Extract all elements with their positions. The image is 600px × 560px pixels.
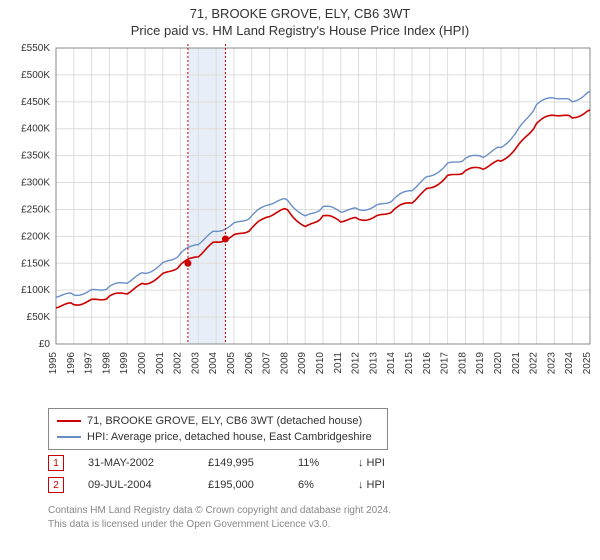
transaction-dir: ↓ HPI (358, 457, 438, 469)
transaction-marker: 1 (48, 455, 64, 471)
svg-text:£150K: £150K (21, 258, 50, 269)
legend-item: HPI: Average price, detached house, East… (57, 429, 379, 445)
svg-text:2016: 2016 (422, 352, 433, 375)
svg-text:2003: 2003 (190, 352, 201, 375)
legend: 71, BROOKE GROVE, ELY, CB6 3WT (detached… (48, 408, 388, 450)
svg-text:1995: 1995 (48, 352, 59, 375)
svg-text:2022: 2022 (529, 352, 540, 375)
svg-text:£450K: £450K (21, 97, 50, 108)
transaction-row: 1 31-MAY-2002 £149,995 11% ↓ HPI (48, 452, 548, 474)
legend-swatch (57, 436, 81, 438)
svg-text:2011: 2011 (333, 352, 344, 374)
svg-text:1998: 1998 (101, 352, 112, 375)
svg-text:£100K: £100K (21, 285, 50, 296)
svg-text:2018: 2018 (457, 352, 468, 375)
svg-text:2006: 2006 (244, 352, 255, 375)
svg-text:2002: 2002 (173, 352, 184, 375)
svg-text:£50K: £50K (27, 312, 51, 323)
svg-text:£550K: £550K (21, 44, 50, 54)
legend-item: 71, BROOKE GROVE, ELY, CB6 3WT (detached… (57, 413, 379, 429)
transaction-dir: ↓ HPI (358, 479, 438, 491)
svg-text:£350K: £350K (21, 151, 50, 162)
transaction-date: 09-JUL-2004 (88, 479, 208, 491)
svg-text:2008: 2008 (279, 352, 290, 375)
svg-text:2021: 2021 (511, 352, 522, 375)
footer: Contains HM Land Registry data © Crown c… (48, 504, 391, 531)
legend-label: HPI: Average price, detached house, East… (87, 431, 372, 443)
svg-text:2009: 2009 (297, 352, 308, 375)
transaction-pct: 6% (298, 479, 358, 491)
svg-text:1996: 1996 (66, 352, 77, 375)
footer-line: Contains HM Land Registry data © Crown c… (48, 504, 391, 518)
svg-text:2000: 2000 (137, 352, 148, 375)
svg-text:2001: 2001 (155, 352, 166, 375)
svg-text:2013: 2013 (368, 352, 379, 375)
legend-swatch (57, 420, 81, 422)
legend-label: 71, BROOKE GROVE, ELY, CB6 3WT (detached… (87, 415, 362, 427)
svg-text:2019: 2019 (475, 352, 486, 375)
transaction-date: 31-MAY-2002 (88, 457, 208, 469)
chart-plot: £0 £50K £100K £150K £200K £250K £300K £350K £400… (0, 44, 600, 404)
svg-text:2024: 2024 (564, 352, 575, 375)
svg-text:1999: 1999 (119, 352, 130, 375)
svg-text:2010: 2010 (315, 352, 326, 375)
chart-subtitle: Price paid vs. HM Land Registry's House … (0, 23, 600, 38)
transaction-row: 2 09-JUL-2004 £195,000 6% ↓ HPI (48, 474, 548, 496)
svg-text:2007: 2007 (262, 352, 273, 375)
chart-title: 71, BROOKE GROVE, ELY, CB6 3WT (0, 6, 600, 21)
svg-text:£400K: £400K (21, 124, 50, 135)
svg-text:2020: 2020 (493, 352, 504, 375)
footer-line: This data is licensed under the Open Gov… (48, 518, 391, 532)
chart-titles: 71, BROOKE GROVE, ELY, CB6 3WT Price pai… (0, 0, 600, 38)
svg-text:2023: 2023 (546, 352, 557, 375)
svg-text:£200K: £200K (21, 231, 50, 242)
transaction-price: £195,000 (208, 479, 298, 491)
svg-text:2017: 2017 (440, 352, 451, 375)
transaction-pct: 11% (298, 457, 358, 469)
transaction-marker: 2 (48, 477, 64, 493)
transactions-table: 1 31-MAY-2002 £149,995 11% ↓ HPI 2 09-JU… (48, 452, 548, 496)
svg-text:£500K: £500K (21, 70, 50, 81)
chart-container: { "title": "71, BROOKE GROVE, ELY, CB6 3… (0, 0, 600, 560)
svg-text:2005: 2005 (226, 352, 237, 375)
svg-text:2014: 2014 (386, 352, 397, 375)
svg-text:£300K: £300K (21, 178, 50, 189)
chart-svg: £0 £50K £100K £150K £200K £250K £300K £350K £400… (0, 44, 600, 404)
transaction-price: £149,995 (208, 457, 298, 469)
svg-text:2004: 2004 (208, 352, 219, 375)
svg-text:2015: 2015 (404, 352, 415, 375)
svg-text:£250K: £250K (21, 204, 50, 215)
svg-text:2012: 2012 (351, 352, 362, 375)
svg-text:1997: 1997 (84, 352, 95, 375)
svg-text:2025: 2025 (582, 352, 593, 375)
svg-text:£0: £0 (39, 339, 51, 350)
